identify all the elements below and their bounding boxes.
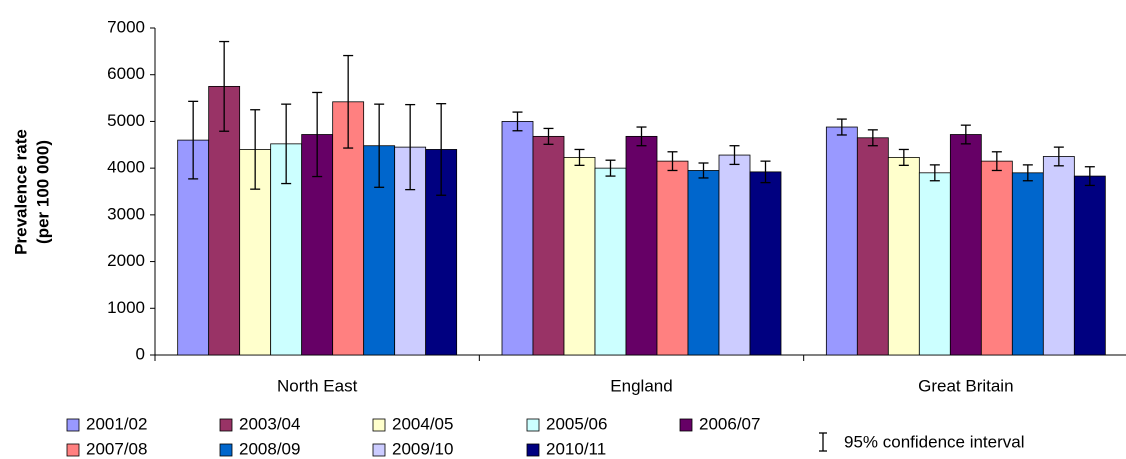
y-tick-label: 1000 [107,298,145,317]
legend-swatch [219,443,233,457]
error-bar [667,151,678,172]
legend-swatch [66,418,80,432]
legend-label: 2004/05 [392,414,453,433]
legend-swatch [372,418,386,432]
error-bar [1084,166,1095,187]
bar [656,160,689,356]
error-bar [1053,146,1064,167]
bar [1042,156,1075,356]
error-bar [574,148,585,166]
legend-label: 2009/10 [392,439,453,458]
legend-swatch [219,418,233,432]
legend-swatch [526,443,540,457]
legend-label: 2001/02 [86,414,147,433]
bar [625,135,658,356]
bar [563,156,596,356]
error-bar [867,129,878,147]
error-bar [312,91,323,178]
bar [887,156,920,356]
bar [980,160,1013,356]
bar [1011,172,1044,356]
y-tick-label: 3000 [107,204,145,223]
y-axis-label: Prevalence rate [11,129,30,255]
legend-swatch [66,443,80,457]
error-bar [343,54,354,149]
error-bar [605,159,616,177]
x-tick-label: North East [277,376,358,395]
error-bar [960,124,971,145]
error-bar [281,103,292,185]
error-bar [698,162,709,179]
y-tick-label: 7000 [107,17,145,36]
bar [825,126,858,356]
error-bar [898,148,909,166]
error-bar [436,103,447,196]
bar [856,137,889,356]
x-tick-label: Great Britain [918,376,1013,395]
y-tick-label: 0 [136,344,145,363]
y-tick-label: 4000 [107,158,145,177]
error-bar [250,109,261,190]
bar [718,154,751,356]
legend-swatch [372,443,386,457]
error-bar-legend-icon [819,432,827,452]
error-bar [729,145,740,166]
bar [594,167,627,356]
legend-label: 2007/08 [86,439,147,458]
bar [501,121,534,356]
legend-swatch [679,418,693,432]
error-bar [836,118,847,136]
error-bar [636,126,647,147]
bar [532,135,565,356]
error-bar [188,100,199,180]
bar [949,134,982,356]
error-bar [991,151,1002,172]
error-bar [374,103,385,188]
bar [1073,175,1106,356]
bar [749,171,782,356]
error-bar [760,160,771,184]
error-bar-note: 95% confidence interval [844,432,1025,451]
y-tick-label: 2000 [107,251,145,270]
legend-label: 2005/06 [546,414,607,433]
y-tick-label: 6000 [107,64,145,83]
legend-swatch [526,418,540,432]
error-bar [512,111,523,132]
error-bar [405,103,416,191]
bar [918,172,951,356]
legend-label: 2003/04 [239,414,300,433]
error-bar [1022,164,1033,182]
legend-label: 2010/11 [546,439,606,458]
error-bar [219,40,230,132]
legend-label: 2006/07 [699,414,760,433]
legend-label: 2008/09 [239,439,300,458]
y-axis-label: (per 100 000) [33,140,52,244]
bar [687,170,720,356]
x-tick-label: England [610,376,672,395]
error-bar [543,127,554,145]
error-bar [929,164,940,182]
y-tick-label: 5000 [107,111,145,130]
